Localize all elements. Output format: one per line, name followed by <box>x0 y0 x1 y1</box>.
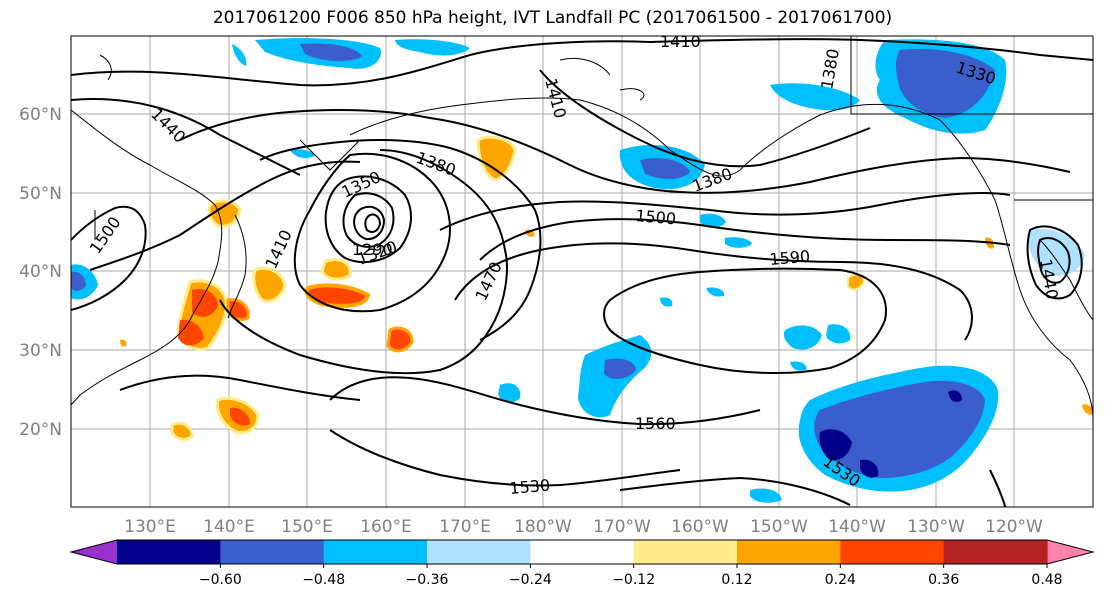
lon-label: 170°W <box>593 517 651 537</box>
colorbar-tick-label: −0.36 <box>406 572 449 588</box>
contour-label: 1410 <box>660 32 701 51</box>
lon-label: 170°E <box>439 517 491 537</box>
latitude-labels: 60°N 50°N 40°N 30°N 20°N <box>19 105 62 440</box>
map-content: 1410 1380 1330 1440 1500 1350 1380 1410 … <box>71 32 1093 507</box>
lon-label: 140°E <box>203 517 255 537</box>
lat-label: 40°N <box>19 262 62 282</box>
lon-label: 140°W <box>828 517 886 537</box>
map-frame <box>70 35 1094 508</box>
lat-label: 20°N <box>19 420 62 440</box>
lat-label: 60°N <box>19 105 62 125</box>
lon-label: 150°E <box>281 517 333 537</box>
colorbar-tick-label: −0.48 <box>302 572 345 588</box>
contour-label: 1500 <box>635 206 677 228</box>
lon-label: 150°W <box>750 517 808 537</box>
longitude-labels: 130°E 140°E 150°E 160°E 170°E 180°W 170°… <box>124 517 1043 537</box>
colorbar-segment <box>323 540 428 564</box>
colorbar-segment <box>427 540 531 564</box>
coastlines <box>71 36 1093 421</box>
colorbar-tick-label: 0.48 <box>1031 572 1062 588</box>
colorbar-extend-max <box>1047 540 1093 564</box>
contour-label: 1290 <box>352 240 393 259</box>
colorbar: −0.60 −0.48 −0.36 −0.24 −0.12 0.12 0.24 0.36 0.4… <box>69 539 1095 588</box>
ivt-negative-patches <box>71 38 1085 503</box>
lon-label: 180°W <box>514 517 572 537</box>
colorbar-segment <box>633 540 738 564</box>
contour-label: 1530 <box>509 476 551 498</box>
colorbar-segment <box>220 540 325 564</box>
colorbar-segment <box>840 540 945 564</box>
colorbar-tick-label: 0.12 <box>721 572 752 588</box>
height-contours <box>71 38 1093 507</box>
colorbar-tick-label: −0.24 <box>509 572 552 588</box>
lon-label: 130°W <box>907 517 965 537</box>
contour-label: 1590 <box>769 247 811 269</box>
map-title: 2017061200 F006 850 hPa height, IVT Land… <box>212 8 893 28</box>
colorbar-outline <box>69 539 1095 565</box>
colorbar-segment <box>530 540 635 564</box>
colorbar-segment <box>943 540 1048 564</box>
lon-label: 160°E <box>360 517 412 537</box>
lon-label: 120°W <box>985 517 1043 537</box>
lat-label: 30°N <box>19 341 62 361</box>
colorbar-extend-min <box>71 540 117 564</box>
colorbar-tick-label: 0.36 <box>928 572 959 588</box>
lon-label: 160°W <box>671 517 729 537</box>
colorbar-tick-label: −0.60 <box>199 572 242 588</box>
colorbar-tick-label: −0.12 <box>612 572 655 588</box>
colorbar-segment <box>117 540 221 564</box>
lon-label: 130°E <box>124 517 176 537</box>
lat-label: 50°N <box>19 184 62 204</box>
ivt-positive-patches <box>120 135 1093 441</box>
contour-label: 1560 <box>635 414 676 433</box>
colorbar-segment <box>737 540 841 564</box>
colorbar-tick-label: 0.24 <box>825 572 856 588</box>
